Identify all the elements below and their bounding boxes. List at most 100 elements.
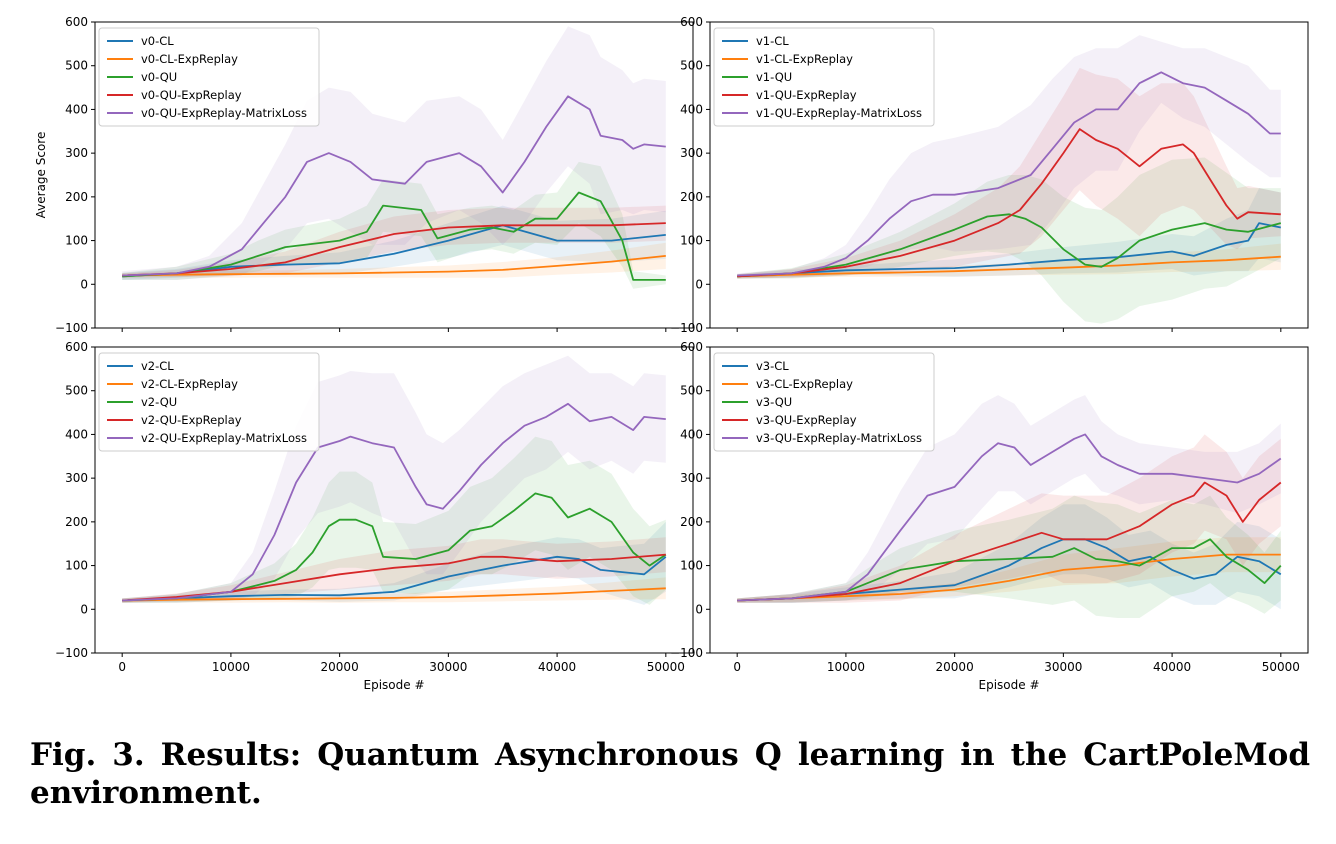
y-tick-label: 300 [65,146,88,160]
y-tick-label: 400 [65,427,88,441]
series-line-v1-CL [737,222,1281,278]
subplot-v3: −100 0 100 200 300 400 500 600 0 10000 20000 30000 4… [670,340,1309,692]
subplot-v0: −100 0 100 200 300 400 500 600 Average Score v0-C… [34,15,694,335]
series-line-v3-QU-ExpReplay-MatrixLoss [737,433,1282,602]
y-axis-label: Average Score [34,132,48,219]
y-tick-label: 200 [65,190,88,204]
legend-entry: v2-CL [141,359,174,373]
confidence-band-v1-QU-ExpReplay-MatrixLoss [737,35,1281,278]
confidence-band-v3-QU [737,495,1281,618]
y-tick-label: 600 [680,340,703,354]
legend-box [98,27,320,127]
confidence-band-v2-QU-ExpReplay-MatrixLoss [122,355,666,603]
axes-frame [709,21,1309,329]
legend: v3-CL v3-CL-ExpReplay v3-QU v3-QU-ExpReplay… [713,352,935,452]
y-tick-label: 300 [680,471,703,485]
plot-area [122,26,666,289]
confidence-band-v0-QU [122,161,666,289]
y-tick-label: −100 [55,646,88,660]
axes-frame [709,346,1309,654]
x-tick-label: 0 [118,660,126,674]
confidence-band-v1-QU-ExpReplay [737,67,1281,279]
confidence-band-v3-CL [737,504,1281,610]
series-line-v3-CL [737,538,1282,602]
y-tick-label: 500 [680,59,703,73]
confidence-band-v3-CL-ExpReplay [737,537,1281,603]
x-tick-label: 10000 [212,660,250,674]
y-tick-label: 200 [680,190,703,204]
y-tick-label: 600 [680,15,703,29]
series-line-v0-QU-ExpReplay-MatrixLoss [122,95,666,277]
series-line-v1-CL-ExpReplay [737,255,1281,278]
legend-entry: v2-QU-ExpReplay-MatrixLoss [141,431,307,445]
legend-entry: v2-QU [141,395,177,409]
series-line-v1-QU-ExpReplay-MatrixLoss [737,71,1281,277]
confidence-band-v0-QU-ExpReplay-MatrixLoss [122,26,666,280]
legend-entry: v1-CL [756,34,789,48]
series-line-v1-QU [737,213,1282,278]
y-tick-label: 200 [680,515,703,529]
y-tick-label: −100 [670,646,703,660]
confidence-band-v0-CL [122,205,666,280]
x-axis-label: Episode # [979,678,1040,692]
series-line-v0-CL [122,224,666,278]
series-line-v2-CL [122,555,667,602]
legend-box [713,352,935,452]
y-tick-label: −100 [670,321,703,335]
y-tick-label: 600 [65,340,88,354]
y-tick-label: 300 [680,146,703,160]
y-tick-label: 100 [65,559,88,573]
x-tick-label: 10000 [827,660,865,674]
x-tick-label: 30000 [429,660,467,674]
axes-frame [94,346,694,654]
confidence-band-v2-CL [122,521,666,605]
series-line-v0-QU-ExpReplay [122,222,666,277]
confidence-band-v0-QU-ExpReplay [122,205,666,278]
x-tick-label: 50000 [1262,660,1300,674]
y-tick-label: 0 [80,602,88,616]
y-tick-label: 100 [680,559,703,573]
y-tick-label: 100 [680,234,703,248]
legend-entry: v3-CL-ExpReplay [756,377,853,391]
legend-entry: v1-CL-ExpReplay [756,52,853,66]
confidence-band-v1-CL [737,188,1281,279]
y-tick-label: 400 [65,102,88,116]
legend-entry: v0-QU-ExpReplay-MatrixLoss [141,106,307,120]
series-line-v3-QU [737,538,1282,602]
confidence-band-v0-CL-ExpReplay [122,242,666,278]
y-tick-label: 400 [680,102,703,116]
legend-entry: v2-QU-ExpReplay [141,413,242,427]
plot-area [737,35,1282,324]
y-tick-label: 200 [65,515,88,529]
legend-entry: v3-QU-ExpReplay [756,413,857,427]
y-tick-label: −100 [55,321,88,335]
legend-entry: v2-CL-ExpReplay [141,377,238,391]
confidence-band-v1-QU [737,157,1281,324]
y-tick-label: 500 [680,384,703,398]
legend-entry: v3-QU [756,395,792,409]
subplot-v2: −100 0 100 200 300 400 500 600 0 10000 20000 30000 4… [55,340,694,692]
legend-entry: v1-QU-ExpReplay-MatrixLoss [756,106,922,120]
series-line-v3-CL-ExpReplay [737,553,1281,602]
y-tick-label: 0 [695,602,703,616]
series-line-v3-QU-ExpReplay [737,481,1282,602]
series-line-v1-QU-ExpReplay [737,128,1281,278]
legend-box [98,352,320,452]
series-line-v2-CL-ExpReplay [122,587,666,602]
y-tick-label: 400 [680,427,703,441]
x-tick-label: 0 [733,660,741,674]
confidence-band-v2-QU-ExpReplay [122,537,666,603]
legend-entry: v3-CL [756,359,789,373]
legend-entry: v3-QU-ExpReplay-MatrixLoss [756,431,922,445]
series-line-v0-CL-ExpReplay [122,255,666,277]
legend-entry: v0-CL-ExpReplay [141,52,238,66]
series-line-v0-QU [122,191,666,281]
axes-frame [94,21,694,329]
y-tick-label: 100 [65,234,88,248]
y-tick-label: 600 [65,15,88,29]
x-tick-label: 50000 [647,660,685,674]
legend-entry: v0-QU [141,70,177,84]
x-axis-label: Episode # [364,678,425,692]
y-tick-label: 300 [65,471,88,485]
series-line-v2-QU [122,492,667,602]
